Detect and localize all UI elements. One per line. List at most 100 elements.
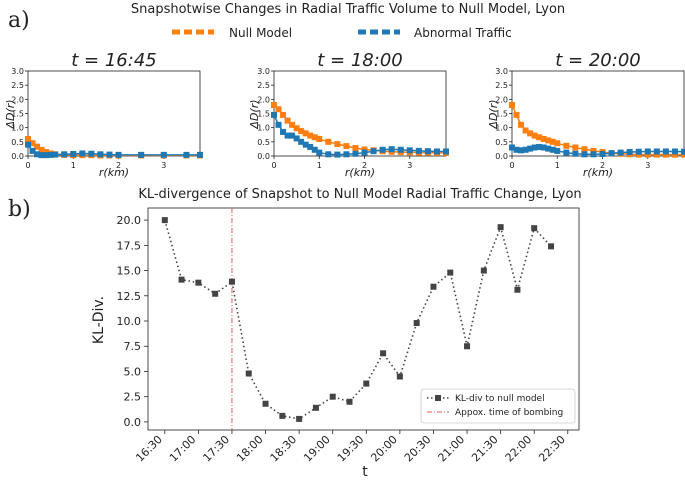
xtick-label: 0	[271, 161, 276, 170]
point-abnormal-traffic	[599, 151, 606, 158]
kl-point	[497, 224, 504, 231]
ytick-label: 1.5	[11, 110, 24, 119]
panel-a-label: a)	[8, 8, 30, 33]
point-null-model	[29, 140, 36, 147]
kl-xtick-label: 19:30	[335, 433, 367, 465]
point-null-model	[280, 111, 287, 118]
point-null-model	[644, 151, 651, 158]
legend-label-null-model: Null Model	[229, 26, 292, 40]
subplot-1-frame	[27, 70, 201, 157]
kl-point	[346, 398, 353, 405]
kl-point	[396, 373, 403, 380]
point-null-model	[334, 141, 341, 148]
subplot-1: t = 16:45 0.0 0.5 1.0 1.5 2.0 2.5 3.0 0 1 2 3 ΔD(r…	[4, 50, 203, 179]
kl-point	[447, 269, 454, 276]
point-abnormal-traffic	[280, 128, 287, 135]
ytick-label: 1.0	[257, 124, 270, 133]
point-abnormal-traffic	[271, 111, 277, 118]
point-null-model	[325, 138, 332, 145]
point-abnormal-traffic	[38, 152, 45, 159]
kl-xtick-label: 16:30	[133, 433, 165, 465]
point-null-model	[540, 136, 547, 142]
kl-xtick-label: 22:30	[536, 433, 568, 465]
point-abnormal-traffic	[545, 145, 552, 152]
ytick-label: 2.5	[495, 81, 508, 90]
subplot-3-ylabel: ΔD(r)	[487, 99, 500, 129]
kl-point	[464, 343, 471, 350]
subplot-2: t = 18:00 0.0 0.5 1.0 1.5 2.0 2.5 3.0 0 1 2 3 ΔD(r…	[248, 50, 449, 179]
subplot-3-frame	[511, 70, 685, 157]
kl-legend-label-kl: KL-div to null model	[455, 394, 545, 404]
xtick-label: 1	[555, 161, 560, 170]
kl-point	[161, 217, 168, 224]
point-abnormal-traffic	[433, 148, 440, 155]
kl-xtick-label: 18:30	[268, 433, 300, 465]
point-abnormal-traffic	[325, 151, 332, 158]
xtick-label: 1	[71, 161, 76, 170]
point-abnormal-traffic	[424, 148, 431, 155]
ytick-label: 1.5	[495, 110, 508, 119]
point-null-model	[316, 136, 323, 142]
point-null-model	[352, 145, 359, 152]
legend-label-abnormal: Abnormal Traffic	[414, 26, 512, 40]
point-abnormal-traffic	[522, 146, 529, 153]
point-abnormal-traffic	[644, 148, 651, 155]
point-abnormal-traffic	[527, 145, 534, 152]
kl-xtick-label: 20:00	[368, 433, 400, 465]
point-abnormal-traffic	[25, 141, 31, 148]
kl-point	[363, 380, 370, 387]
point-null-model	[572, 144, 579, 151]
point-abnormal-traffic	[43, 152, 50, 159]
kl-ytick-label: 0.0	[124, 416, 142, 429]
ytick-label: 1.0	[495, 124, 508, 133]
point-abnormal-traffic	[554, 147, 561, 154]
point-null-model	[298, 128, 305, 135]
point-null-model	[34, 143, 41, 150]
point-null-model	[289, 121, 296, 128]
kl-point	[413, 320, 420, 327]
point-null-model	[271, 102, 277, 108]
point-null-model	[25, 136, 31, 142]
point-abnormal-traffic	[549, 146, 556, 153]
kl-point	[430, 283, 437, 290]
point-null-model	[302, 130, 309, 137]
point-abnormal-traffic	[289, 132, 296, 139]
subplot-2-ylabel: ΔD(r)	[248, 99, 261, 129]
point-null-model	[554, 140, 561, 147]
point-null-model	[311, 134, 318, 141]
point-abnormal-traffic	[540, 144, 547, 151]
point-null-model	[549, 138, 556, 145]
point-abnormal-traffic	[115, 151, 122, 158]
point-abnormal-traffic	[302, 141, 309, 148]
subplot-1-title: t = 16:45	[71, 50, 156, 71]
point-abnormal-traffic	[513, 146, 520, 153]
ytick-label: 2.0	[11, 95, 24, 104]
point-abnormal-traffic	[635, 148, 642, 155]
point-null-model	[662, 151, 669, 158]
subplot-3: t = 20:00 0.0 0.5 1.0 1.5 2.0 2.5 3.0 0 1 2 3 ΔD(r…	[487, 50, 685, 179]
point-abnormal-traffic	[106, 151, 113, 158]
point-abnormal-traffic	[361, 149, 368, 156]
kl-ytick-label: 7.5	[124, 340, 142, 353]
ytick-label: 1.5	[257, 110, 270, 119]
xtick-label: 3	[161, 161, 166, 170]
point-null-model	[527, 130, 534, 137]
point-null-model	[513, 111, 520, 118]
point-abnormal-traffic	[653, 148, 660, 155]
point-null-model	[545, 137, 552, 144]
kl-ylabel: KL-Div.	[91, 296, 107, 344]
subplot-2-xlabel: r(km)	[345, 166, 375, 179]
kl-point	[480, 267, 487, 274]
kl-xtick-label: 19:00	[301, 433, 333, 465]
point-abnormal-traffic	[671, 148, 678, 155]
kl-xtick-label: 20:30	[402, 433, 434, 465]
kl-point	[296, 415, 303, 422]
point-abnormal-traffic	[334, 151, 341, 158]
point-abnormal-traffic	[626, 149, 633, 156]
point-abnormal-traffic	[397, 146, 404, 153]
xtick-label: 2	[116, 161, 121, 170]
point-abnormal-traffic	[608, 150, 615, 157]
kl-legend-box	[420, 388, 576, 424]
point-abnormal-traffic	[197, 151, 203, 158]
